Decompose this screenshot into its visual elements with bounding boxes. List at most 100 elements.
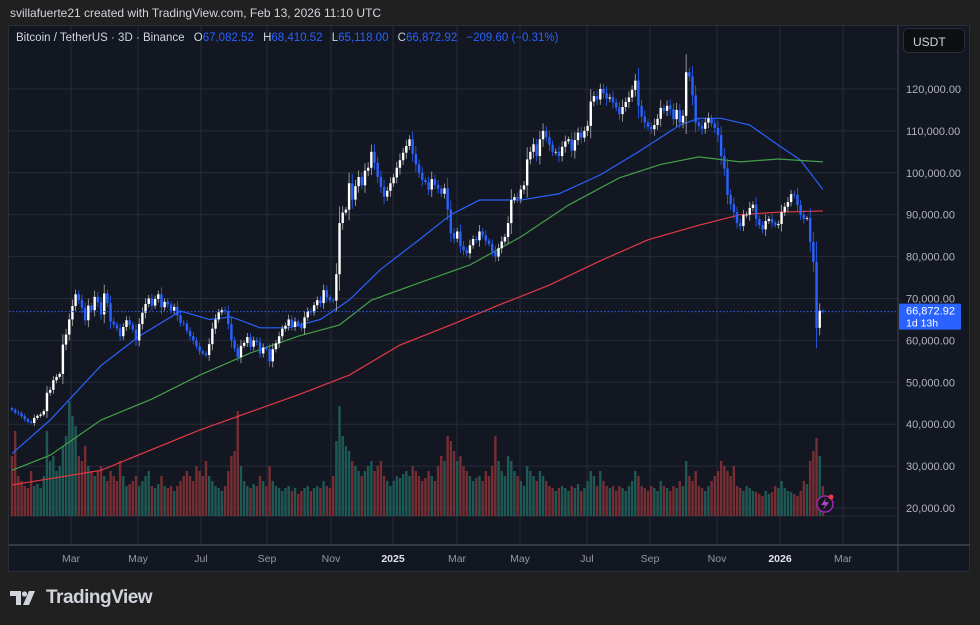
candle [729,189,732,210]
volume-bar [433,481,437,516]
candle-body [697,122,701,126]
tradingview-logo[interactable]: TradingView [10,587,153,609]
candle-body [405,145,408,153]
candle-body [338,223,341,275]
candle [68,313,71,341]
x-tick-label: Nov [708,553,727,565]
volume-bar [462,466,465,516]
volume-bar [185,471,189,516]
volume-bar [421,481,424,516]
low-label: L [331,32,339,44]
volume-bar [236,411,239,516]
currency-button[interactable]: USDT [903,28,965,53]
volume-bar [401,474,405,516]
candle [446,177,449,221]
candle [239,339,243,364]
candle-body [103,293,106,315]
candle [516,192,519,204]
volume-bar [484,471,488,516]
x-tick-label: Mar [448,553,467,565]
volume-bar [726,471,729,516]
candle-body [223,310,227,312]
candle [347,172,351,221]
volume-bar [497,461,500,516]
candle-body [249,337,252,347]
candle-body [258,342,262,354]
volume-bar [198,471,201,516]
candle-body [347,183,351,210]
volume-bar [271,481,274,516]
lightning-event-icon[interactable] [816,494,834,513]
candle-body [370,151,373,168]
candle-body [271,349,274,362]
candle [427,176,430,195]
candle [538,130,542,165]
candle-body [774,222,777,226]
candle [789,190,793,207]
candle-body [23,416,26,420]
candle-body [748,207,751,215]
candle-body [36,415,39,418]
candle-body [411,139,414,154]
candle [500,236,503,254]
candle-body [735,212,739,224]
high-value: 68,410.52 [271,32,323,44]
volume-bar [258,476,262,516]
candle-body [68,319,71,335]
volume-bar [713,476,716,516]
candle-body [74,294,77,307]
volume-bar [573,488,577,516]
volume-bar [506,456,510,516]
candle [646,119,650,131]
candle-body [274,343,278,350]
candle-body [532,144,535,152]
volume-bar [799,491,802,516]
candle [284,322,287,332]
candle-body [754,204,758,219]
volume-bar [328,488,332,516]
candle [433,174,437,190]
volume-bar [649,486,653,516]
volume-bar [220,491,224,516]
candle-body [545,130,548,138]
candle [436,179,440,194]
candle [376,156,379,184]
candle [716,120,720,143]
candle-body [77,294,80,301]
moving-average-line-ma_slow [11,210,823,486]
low-value: 65,118.00 [338,32,389,44]
candle-body [808,218,812,242]
candle-body [745,214,748,216]
volume-bar [704,491,707,516]
candle-body [589,101,592,126]
candle [710,114,713,128]
candle [157,290,160,303]
candle-body [319,300,322,304]
volume-bar [29,471,33,516]
candle [223,306,227,315]
candle-body [363,170,367,186]
symbol-name[interactable]: Bitcoin / TetherUS · 3D · Binance [16,32,185,44]
candle [325,285,329,303]
candle-body [726,168,729,196]
candle [300,321,303,332]
candle-body [513,197,516,201]
candle [608,93,612,103]
volume-bar [223,486,227,516]
candle-body [17,412,20,414]
volume-bar [767,494,771,516]
candle [172,303,176,314]
candle-body [427,182,430,190]
candle [630,85,634,102]
candle [424,177,427,185]
candle [653,118,656,136]
candle-body [39,414,42,416]
volume-bar [592,476,596,516]
candle [351,174,354,209]
candle [52,376,55,394]
candle [510,189,513,234]
candle-body [487,240,491,245]
candle-body [649,126,653,130]
candle-body [118,328,122,337]
